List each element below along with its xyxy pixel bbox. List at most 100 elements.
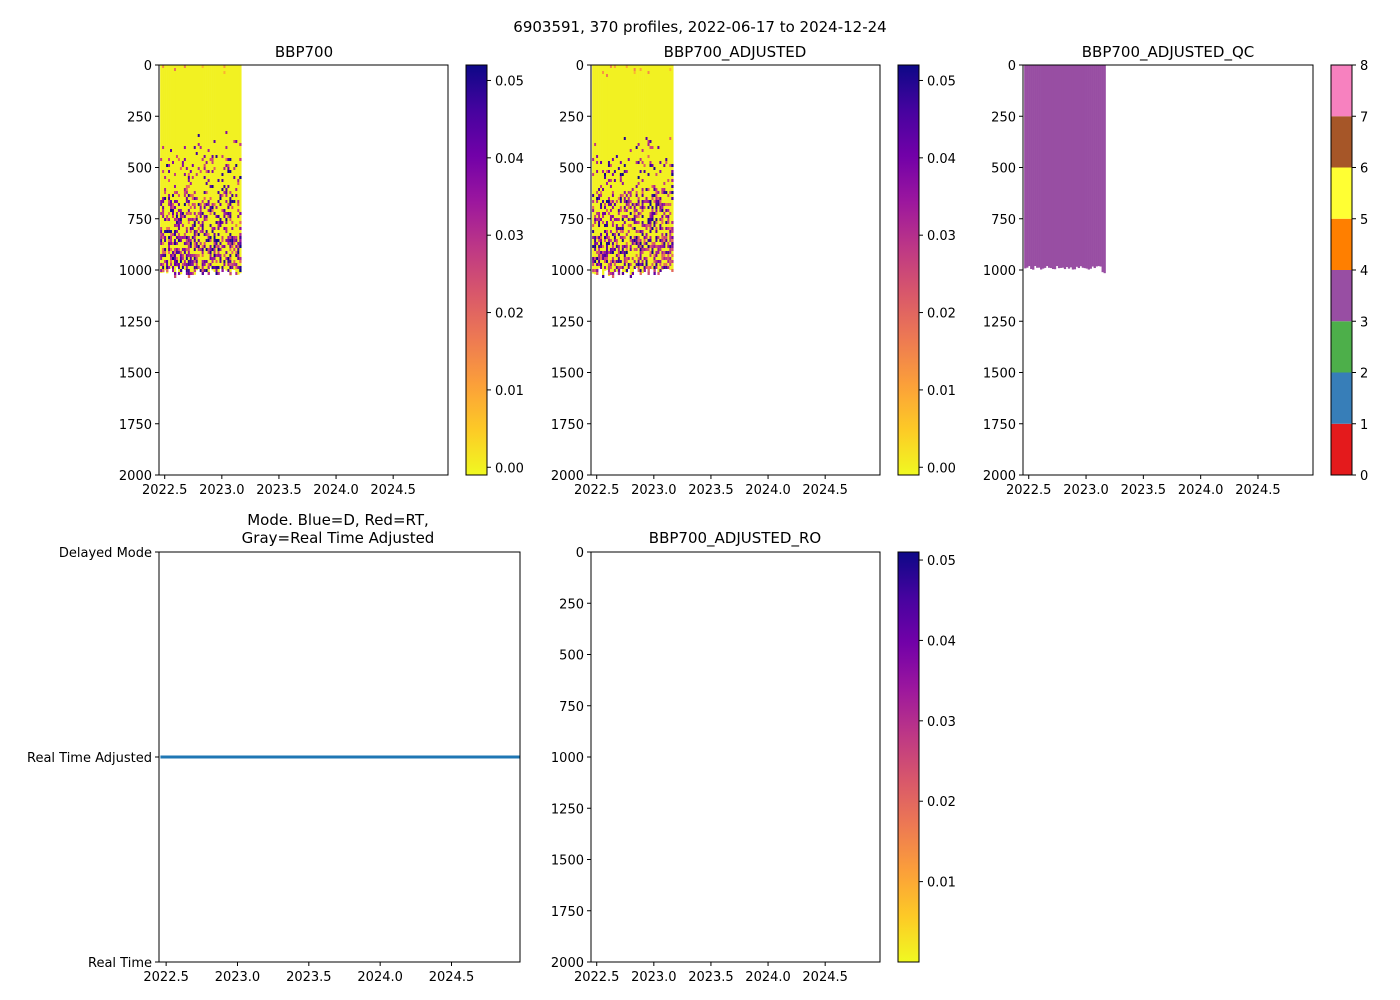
heatmap-cell <box>598 221 601 224</box>
heatmap-cell <box>173 263 177 266</box>
heatmap-cell <box>197 245 201 248</box>
colorbar-tick-label: 8 <box>1360 59 1368 74</box>
heatmap-cell <box>191 218 195 221</box>
y-axis: 0 250 500 750 1000 1250 1500 1750 2000 <box>983 59 1023 484</box>
heatmap-cell <box>609 179 613 182</box>
heatmap-cell <box>657 146 660 149</box>
heatmap-cell <box>221 245 224 248</box>
heatmap-cell <box>172 194 175 197</box>
heatmap-cell <box>617 245 621 248</box>
heatmap-cell <box>633 266 636 269</box>
heatmap-cell <box>649 203 652 206</box>
heatmap-cell <box>170 236 173 239</box>
heatmap-column <box>629 65 633 276</box>
heatmap-cell <box>661 245 664 248</box>
heatmap-cell <box>223 71 226 74</box>
heatmap-cell <box>667 221 670 224</box>
heatmap-cell <box>203 233 206 236</box>
heatmap-cell <box>197 233 201 236</box>
heatmap-column <box>605 65 609 270</box>
heatmap-cell <box>621 224 625 227</box>
qc-column <box>1085 65 1088 269</box>
heatmap-cell <box>223 209 226 212</box>
heatmap-cell <box>659 203 662 206</box>
heatmap-cell <box>627 203 631 206</box>
heatmap-cell <box>657 236 660 239</box>
heatmap-cell <box>225 194 228 197</box>
heatmap-cell <box>621 266 625 269</box>
heatmap-cell <box>633 209 636 212</box>
heatmap-cell <box>211 260 214 263</box>
heatmap-cell <box>203 203 206 206</box>
heatmap-cell <box>189 230 193 233</box>
heatmap-cell <box>629 236 633 239</box>
heatmap-cell <box>667 260 670 263</box>
heatmap-cell <box>613 248 617 251</box>
heatmap-cell <box>195 230 199 233</box>
heatmap-cell <box>615 155 619 158</box>
heatmap-cell <box>604 236 607 239</box>
heatmap-cell <box>203 206 206 209</box>
heatmap-cell <box>639 170 642 173</box>
heatmap-cell <box>600 257 603 260</box>
heatmap-cell <box>604 260 607 263</box>
heatmap-cell <box>609 65 613 68</box>
heatmap-cell <box>655 206 658 209</box>
qc-column <box>1055 65 1059 267</box>
x-tick-label: 2024.5 <box>429 970 475 985</box>
heatmap-cell <box>653 266 656 269</box>
heatmap-cell <box>627 263 631 266</box>
heatmap-column <box>235 65 238 273</box>
heatmap-cell <box>229 212 232 215</box>
heatmap-cell <box>671 179 674 182</box>
heatmap-cell <box>631 239 634 242</box>
heatmap-cell <box>166 227 169 230</box>
heatmap-cell <box>598 212 601 215</box>
heatmap-cell <box>219 224 222 227</box>
heatmap-column <box>173 65 177 276</box>
heatmap-cell <box>203 191 206 194</box>
heatmap-cell <box>592 173 595 176</box>
heatmap-cell <box>201 269 204 272</box>
heatmap-cell <box>229 158 232 161</box>
colorbar-tick-label: 0 <box>1360 469 1368 484</box>
heatmap-cell <box>185 212 189 215</box>
heatmap-cell <box>183 158 187 161</box>
y-tick-label: 250 <box>991 110 1016 125</box>
heatmap-cell <box>669 68 672 71</box>
heatmap-cell <box>193 221 197 224</box>
heatmap-column <box>239 65 242 274</box>
heatmap-cell <box>605 236 609 239</box>
heatmap-cell <box>239 260 242 263</box>
heatmap-cell <box>160 212 163 215</box>
heatmap-cell <box>162 266 165 269</box>
axes-frame <box>590 551 881 963</box>
heatmap-cell <box>197 221 201 224</box>
y-tick-label: Real Time Adjusted <box>27 751 152 766</box>
qc-column <box>1026 65 1029 268</box>
heatmap-column <box>665 65 668 269</box>
heatmap-cell <box>623 200 627 203</box>
heatmap-cell <box>227 170 230 173</box>
heatmap-cell <box>667 209 670 212</box>
heatmap-cell <box>162 215 165 218</box>
heatmap-cell <box>207 239 210 242</box>
heatmap-cell <box>199 146 202 149</box>
heatmap-cell <box>233 200 236 203</box>
heatmap-cell <box>621 236 625 239</box>
qc-column <box>1081 65 1084 268</box>
heatmap-cell <box>607 263 611 266</box>
heatmap-cell <box>645 266 648 269</box>
heatmap-cell <box>643 248 646 251</box>
heatmap-cell <box>209 212 212 215</box>
heatmap-cell <box>651 227 654 230</box>
heatmap-cell <box>179 215 183 218</box>
heatmap-cell <box>229 218 232 221</box>
heatmap-cell <box>170 248 173 251</box>
heatmap-cell <box>191 260 195 263</box>
heatmap-cell <box>661 215 664 218</box>
heatmap-cell <box>651 251 654 254</box>
heatmap-cell <box>607 200 611 203</box>
heatmap-cell <box>235 239 238 242</box>
heatmap-cell <box>195 173 199 176</box>
